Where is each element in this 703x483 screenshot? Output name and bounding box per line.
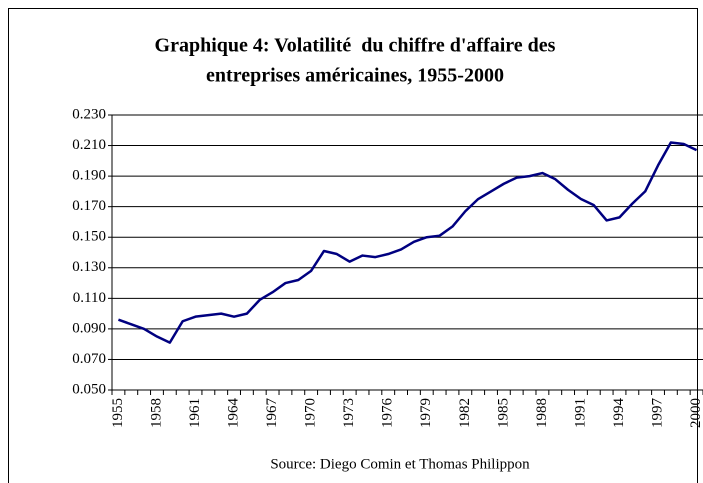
y-tick-label: 0.090 bbox=[72, 320, 106, 336]
x-tick-label: 1982 bbox=[457, 398, 473, 428]
x-tick-label: 1967 bbox=[264, 398, 280, 429]
data-line bbox=[118, 141, 698, 344]
x-tick-label: 1958 bbox=[148, 398, 164, 428]
x-tick-label: 1961 bbox=[187, 398, 203, 428]
y-tick-label: 0.130 bbox=[72, 259, 106, 275]
y-tick-label: 0.190 bbox=[72, 168, 106, 184]
y-tick-label: 0.070 bbox=[72, 351, 106, 367]
y-tick-label: 0.170 bbox=[72, 198, 106, 214]
chart-border bbox=[8, 8, 698, 483]
x-tick-label: 1970 bbox=[303, 398, 319, 428]
x-tick-label: 1985 bbox=[495, 398, 511, 428]
y-tick-label: 0.050 bbox=[72, 381, 106, 397]
y-tick-label: 0.230 bbox=[72, 106, 106, 122]
x-tick-label: 1991 bbox=[572, 398, 588, 428]
x-tick-label: 1964 bbox=[225, 398, 241, 429]
y-tick-label: 0.150 bbox=[72, 229, 106, 245]
x-tick-label: 1973 bbox=[341, 398, 357, 428]
x-tick-label: 1994 bbox=[611, 398, 627, 429]
y-tick-label: 0.110 bbox=[73, 290, 106, 306]
x-tick-label: 1979 bbox=[418, 398, 434, 428]
source-note: Source: Diego Comin et Thomas Philippon bbox=[270, 456, 530, 472]
x-tick-label: 1997 bbox=[649, 398, 665, 429]
x-tick-label: 1955 bbox=[110, 398, 126, 428]
x-tick-label: 2000 bbox=[688, 398, 703, 428]
y-tick-label: 0.210 bbox=[72, 137, 106, 153]
chart-title: entreprises américaines, 1955-2000 bbox=[206, 65, 504, 87]
x-tick-label: 1988 bbox=[534, 398, 550, 428]
x-tick-label: 1976 bbox=[380, 398, 396, 429]
chart-title: Graphique 4: Volatilité du chiffre d'aff… bbox=[155, 35, 556, 57]
